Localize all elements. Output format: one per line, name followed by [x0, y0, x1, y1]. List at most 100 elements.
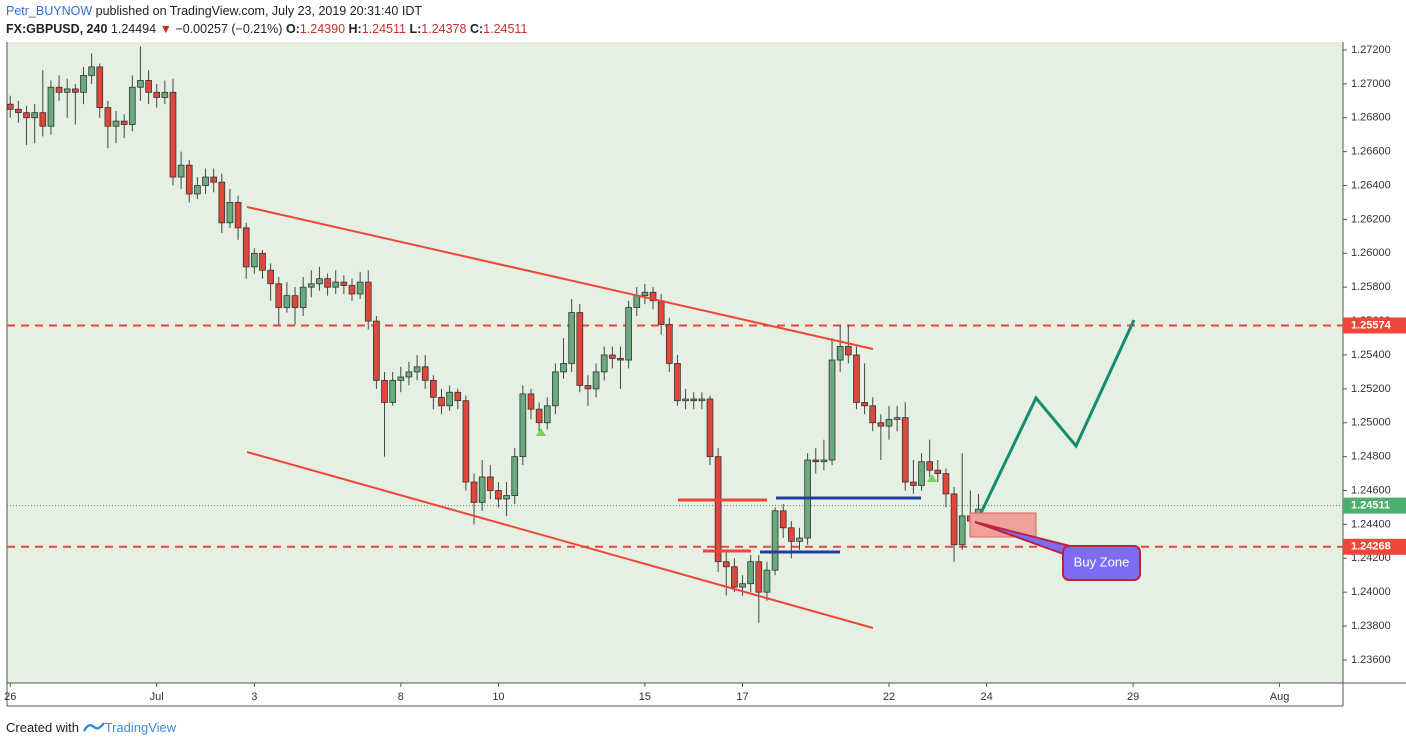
- candle-body: [893, 417, 901, 420]
- candle-body: [291, 295, 299, 308]
- candle-body: [584, 385, 592, 390]
- last-price-box: [1343, 497, 1406, 514]
- candle-body: [828, 359, 836, 461]
- candle-body: [470, 481, 478, 503]
- candle-body: [600, 354, 608, 373]
- publish-line: Petr_BUYNOW published on TradingView.com…: [6, 4, 422, 18]
- callout-text: Buy Zone: [1074, 554, 1130, 569]
- candle-body: [31, 112, 38, 119]
- y-tick-label: 1.24800: [1351, 451, 1391, 463]
- candle-body: [373, 320, 380, 381]
- candle-body: [80, 74, 87, 93]
- o-label: O:: [285, 22, 300, 36]
- h-value: 1.24511: [361, 22, 406, 36]
- candle-body: [641, 291, 649, 297]
- candle-body: [47, 86, 55, 127]
- x-tick-label: 26: [4, 691, 16, 703]
- candle-body: [665, 324, 673, 364]
- price: 1.24494: [110, 22, 157, 36]
- candle-body: [844, 346, 852, 356]
- candle-body: [381, 379, 388, 403]
- candle-body: [72, 88, 79, 93]
- candle-body: [324, 278, 331, 288]
- h-label: H:: [348, 22, 362, 36]
- candle-body: [137, 80, 144, 88]
- candle-body: [942, 473, 950, 495]
- candle-body: [779, 510, 787, 529]
- candle-body: [617, 357, 624, 361]
- x-tick-label: 22: [883, 691, 895, 703]
- l-label: L:: [409, 22, 422, 36]
- y-tick-label: 1.23600: [1351, 654, 1391, 666]
- candle-body: [552, 371, 559, 407]
- candle-body: [739, 583, 746, 588]
- footer-text: Created with: [6, 720, 79, 735]
- x-tick-label: 3: [251, 691, 257, 703]
- candle-body: [511, 456, 519, 496]
- candle-body: [910, 481, 917, 486]
- trend-line: [246, 206, 874, 350]
- y-tick-label: 1.27000: [1351, 78, 1391, 90]
- candle-body: [430, 379, 437, 398]
- candle-body: [88, 66, 95, 76]
- y-tick-label: 1.25200: [1351, 383, 1391, 395]
- x-tick-label: 17: [736, 691, 748, 703]
- candle-body: [796, 537, 803, 542]
- candle-body: [145, 80, 152, 93]
- candle-body: [568, 312, 575, 364]
- candle-body: [576, 312, 584, 386]
- y-tick-label: 1.25800: [1351, 281, 1391, 293]
- candle-body: [348, 285, 356, 295]
- candle-body: [6, 103, 14, 110]
- candle-body: [153, 91, 161, 98]
- x-tick-label: 8: [398, 691, 404, 703]
- c-value: 1.24511: [483, 22, 528, 36]
- candle-body: [39, 112, 47, 127]
- candle-body: [177, 164, 185, 178]
- candle-body: [405, 371, 413, 378]
- footer-brand[interactable]: TradingView: [104, 720, 177, 735]
- author[interactable]: Petr_BUYNOW: [6, 4, 93, 18]
- candle-body: [885, 418, 893, 427]
- candle-body: [210, 176, 217, 183]
- projection: [978, 319, 1136, 516]
- candle-body: [421, 366, 429, 381]
- candle-body: [462, 400, 470, 483]
- chart: Buy Zone 1.272001.270001.268001.266001.2…: [4, 42, 1406, 707]
- candle-body: [128, 86, 136, 125]
- candle-body: [853, 354, 860, 403]
- y-tick-label: 1.26800: [1351, 112, 1391, 124]
- signal-marker: [536, 428, 546, 436]
- candle-body: [251, 252, 258, 268]
- candle-body: [120, 120, 128, 125]
- candle-body: [731, 566, 738, 588]
- candle-body: [283, 295, 291, 308]
- symbol: FX:GBPUSD, 240: [6, 22, 108, 36]
- drawings: Buy Zone: [246, 206, 1141, 629]
- y-tick-label: 1.26400: [1351, 179, 1391, 191]
- plot-background: [7, 42, 1343, 683]
- x-tick-label: Aug: [1270, 691, 1290, 703]
- trend-line: [246, 451, 874, 629]
- candle-body: [861, 402, 868, 407]
- candle-body: [397, 376, 405, 381]
- candle-body: [389, 379, 396, 403]
- quote-line: FX:GBPUSD, 240 1.24494 ▼ −0.00257 (−0.21…: [6, 22, 527, 36]
- candle-body: [755, 561, 763, 593]
- candle-body: [771, 510, 779, 571]
- y-tick-label: 1.26200: [1351, 213, 1391, 225]
- candle-body: [788, 527, 795, 542]
- candle-body: [112, 120, 120, 127]
- candle-body: [698, 398, 706, 402]
- candle-body: [23, 112, 30, 119]
- candle-body: [503, 495, 510, 500]
- price-label: 1.24268: [1351, 541, 1391, 553]
- signal-marker: [927, 474, 937, 482]
- candle-body: [747, 561, 754, 585]
- candle-body: [592, 371, 600, 390]
- y-tick-label: 1.25000: [1351, 417, 1391, 429]
- x-tick-label: 29: [1127, 691, 1139, 703]
- logo: [82, 722, 105, 732]
- candle-body: [275, 283, 283, 308]
- candle-body: [316, 278, 323, 285]
